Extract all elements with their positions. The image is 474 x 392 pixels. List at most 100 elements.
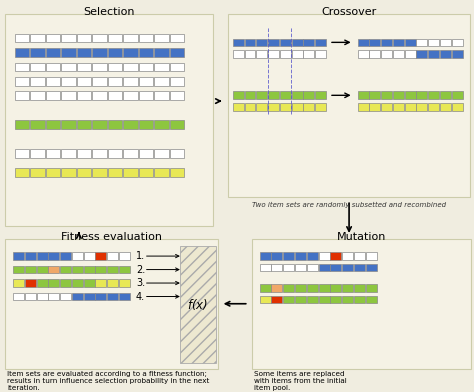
Bar bbox=[48, 293, 59, 300]
Bar bbox=[119, 266, 130, 273]
Bar bbox=[405, 103, 416, 111]
Bar bbox=[155, 34, 169, 42]
Bar bbox=[123, 120, 138, 129]
Bar bbox=[303, 38, 314, 46]
Bar bbox=[452, 38, 463, 46]
Bar bbox=[319, 252, 329, 260]
Bar bbox=[369, 91, 380, 99]
Bar bbox=[48, 252, 59, 260]
Bar bbox=[315, 91, 326, 99]
Bar bbox=[72, 252, 83, 260]
Bar bbox=[123, 34, 138, 42]
Bar bbox=[46, 63, 60, 71]
Bar bbox=[252, 239, 472, 369]
Bar bbox=[440, 50, 451, 58]
Bar bbox=[292, 50, 302, 58]
Bar bbox=[30, 91, 45, 100]
Bar bbox=[36, 279, 47, 287]
Bar bbox=[256, 50, 267, 58]
Bar bbox=[30, 149, 45, 158]
Bar bbox=[123, 169, 138, 177]
Bar bbox=[260, 296, 271, 303]
Bar bbox=[62, 169, 76, 177]
Bar bbox=[357, 103, 369, 111]
Text: Two item sets are randomly subsetted and recombined: Two item sets are randomly subsetted and… bbox=[252, 202, 446, 208]
Bar bbox=[428, 103, 439, 111]
Bar bbox=[13, 252, 24, 260]
Bar bbox=[245, 103, 255, 111]
Bar bbox=[417, 91, 428, 99]
Bar bbox=[393, 103, 404, 111]
Bar bbox=[170, 149, 184, 158]
Bar bbox=[139, 34, 153, 42]
Bar bbox=[292, 38, 302, 46]
Bar bbox=[170, 120, 184, 129]
Bar bbox=[357, 38, 369, 46]
Bar bbox=[107, 252, 118, 260]
Text: $f$(x): $f$(x) bbox=[187, 297, 208, 312]
Bar bbox=[283, 284, 294, 292]
Bar bbox=[139, 48, 153, 57]
Bar bbox=[123, 48, 138, 57]
Bar bbox=[245, 91, 255, 99]
Bar bbox=[393, 50, 404, 58]
Text: Crossover: Crossover bbox=[321, 7, 377, 17]
Bar bbox=[283, 252, 294, 260]
Bar bbox=[342, 284, 353, 292]
Bar bbox=[393, 91, 404, 99]
Bar bbox=[330, 284, 341, 292]
Bar bbox=[245, 50, 255, 58]
Bar bbox=[354, 296, 365, 303]
Bar bbox=[440, 103, 451, 111]
Bar bbox=[330, 264, 341, 272]
Text: Item sets are evaluated according to a fitness function;
results in turn influen: Item sets are evaluated according to a f… bbox=[7, 371, 210, 391]
Bar bbox=[354, 252, 365, 260]
Bar bbox=[72, 293, 83, 300]
Bar bbox=[405, 50, 416, 58]
Bar bbox=[77, 63, 91, 71]
Bar bbox=[15, 63, 29, 71]
Bar bbox=[13, 266, 24, 273]
Bar bbox=[72, 266, 83, 273]
Bar bbox=[60, 293, 71, 300]
Bar bbox=[15, 149, 29, 158]
Bar bbox=[170, 77, 184, 86]
Bar bbox=[280, 50, 291, 58]
Bar bbox=[30, 169, 45, 177]
Bar bbox=[36, 252, 47, 260]
Bar bbox=[48, 279, 59, 287]
Bar bbox=[84, 266, 95, 273]
Bar bbox=[280, 91, 291, 99]
Bar bbox=[119, 279, 130, 287]
Bar bbox=[283, 264, 294, 272]
Bar bbox=[62, 91, 76, 100]
Bar bbox=[295, 284, 306, 292]
Bar bbox=[307, 296, 318, 303]
Bar bbox=[272, 252, 283, 260]
Bar bbox=[369, 38, 380, 46]
Bar bbox=[405, 91, 416, 99]
Bar bbox=[92, 77, 107, 86]
Bar bbox=[342, 296, 353, 303]
Bar bbox=[428, 50, 439, 58]
Bar bbox=[366, 284, 377, 292]
Bar bbox=[155, 169, 169, 177]
Bar bbox=[319, 296, 329, 303]
Text: Selection: Selection bbox=[83, 7, 135, 17]
Bar bbox=[92, 63, 107, 71]
Bar bbox=[303, 50, 314, 58]
Bar bbox=[155, 77, 169, 86]
Bar bbox=[13, 279, 24, 287]
Bar bbox=[342, 264, 353, 272]
Bar bbox=[84, 252, 95, 260]
Bar bbox=[256, 103, 267, 111]
Bar bbox=[108, 77, 122, 86]
Bar bbox=[48, 266, 59, 273]
Bar bbox=[268, 50, 279, 58]
Bar bbox=[170, 169, 184, 177]
Bar bbox=[92, 149, 107, 158]
Bar bbox=[393, 38, 404, 46]
Bar bbox=[155, 91, 169, 100]
Bar bbox=[452, 50, 463, 58]
Bar bbox=[30, 34, 45, 42]
